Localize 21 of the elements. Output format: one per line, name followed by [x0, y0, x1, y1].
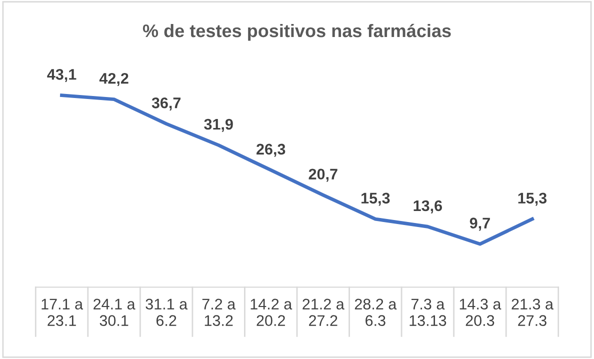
chart-title: % de testes positivos nas farmácias — [142, 24, 451, 41]
x-tick-label: 14.2 a 20.2 — [250, 298, 292, 326]
data-label: 13,6 — [414, 200, 442, 214]
data-label: 9,7 — [470, 218, 490, 231]
x-tick-label: 21.2 a 27.2 — [302, 298, 344, 326]
data-label: 43,1 — [47, 68, 76, 82]
x-tick-label: 31.1 a 6.2 — [146, 298, 188, 326]
x-tick-label: 28.2 a 6.3 — [354, 298, 397, 326]
x-tick-label: 24.1 a 30.1 — [94, 298, 136, 326]
x-tick-label: 7.3 a 13.13 — [410, 298, 446, 326]
data-label: 31,9 — [204, 118, 233, 132]
x-tick-label: 17.1 a 23.1 — [42, 298, 84, 326]
x-tick-label: 14.3 a 20.3 — [460, 298, 502, 326]
x-tick-label: 7.2 a 13.2 — [202, 298, 236, 326]
data-label: 15,3 — [518, 192, 547, 206]
x-tick-label: 21.3 a 27.3 — [512, 298, 554, 326]
data-label: 20,7 — [308, 168, 338, 182]
data-label: 26,3 — [256, 144, 286, 157]
data-label: 42,2 — [99, 72, 128, 86]
data-label: 15,3 — [362, 192, 390, 206]
data-label: 36,7 — [152, 97, 181, 111]
